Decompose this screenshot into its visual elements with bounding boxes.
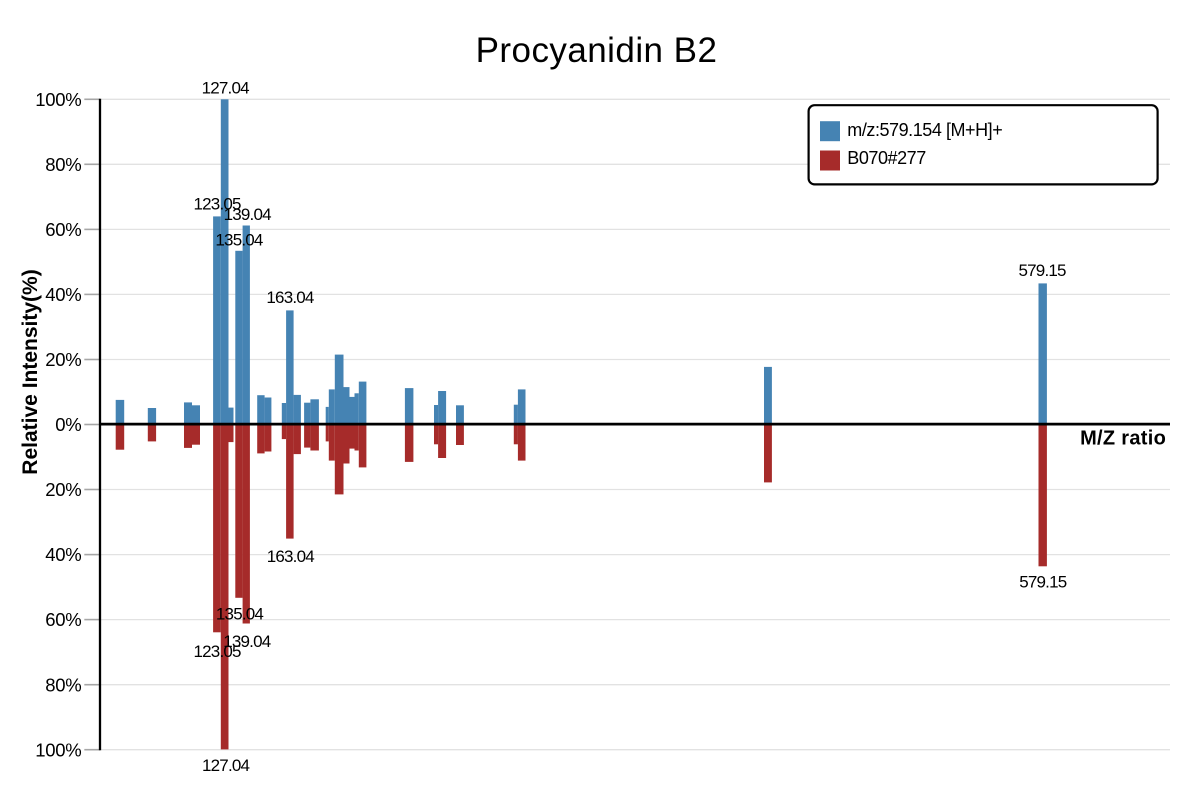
svg-text:127.04: 127.04: [202, 756, 250, 775]
svg-text:135.04: 135.04: [216, 605, 264, 624]
svg-text:100%: 100%: [35, 89, 81, 110]
svg-text:60%: 60%: [45, 219, 81, 240]
svg-text:163.04: 163.04: [267, 547, 315, 566]
svg-text:80%: 80%: [45, 674, 81, 695]
svg-text:139.04: 139.04: [223, 632, 271, 651]
svg-text:20%: 20%: [45, 479, 81, 500]
svg-text:20%: 20%: [45, 349, 81, 370]
svg-text:127.04: 127.04: [202, 78, 250, 97]
svg-text:139.04: 139.04: [224, 205, 272, 224]
svg-text:123.05: 123.05: [193, 642, 241, 661]
svg-text:579.15: 579.15: [1019, 573, 1067, 592]
svg-text:60%: 60%: [45, 609, 81, 630]
svg-text:123.05: 123.05: [193, 194, 241, 213]
svg-text:135.04: 135.04: [215, 230, 263, 249]
svg-text:M/Z ratio: M/Z ratio: [1080, 428, 1166, 450]
svg-text:579.15: 579.15: [1018, 261, 1066, 280]
svg-text:Relative Intensity(%): Relative Intensity(%): [19, 269, 42, 474]
svg-text:Procyanidin B2: Procyanidin B2: [476, 31, 718, 70]
svg-text:40%: 40%: [45, 544, 81, 565]
svg-text:0%: 0%: [55, 414, 81, 435]
svg-text:m/z:579.154 [M+H]+: m/z:579.154 [M+H]+: [847, 120, 1002, 140]
svg-text:80%: 80%: [45, 154, 81, 175]
svg-text:100%: 100%: [35, 739, 81, 760]
svg-text:B070#277: B070#277: [847, 148, 926, 168]
svg-text:40%: 40%: [45, 284, 81, 305]
svg-text:163.04: 163.04: [266, 288, 314, 307]
